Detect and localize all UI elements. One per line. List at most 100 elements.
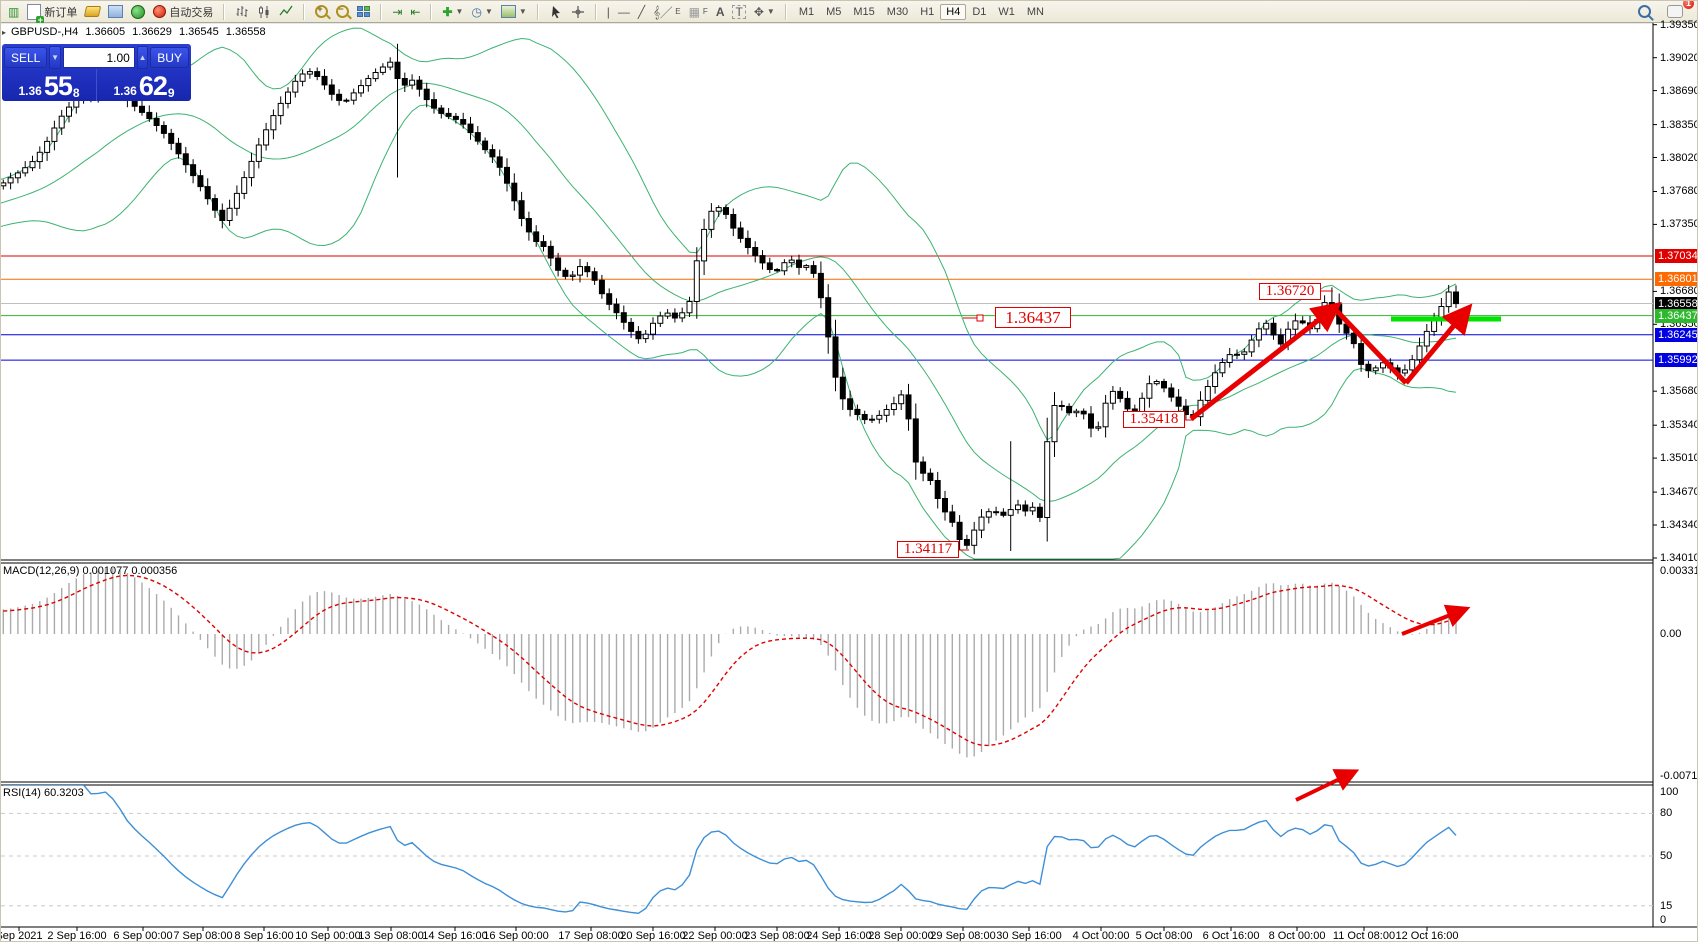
- price-annotation[interactable]: 1.36720: [1259, 283, 1321, 300]
- notification-badge: 1: [1683, 1, 1694, 9]
- fibonacci-button[interactable]: 𝄞╱ E: [653, 4, 681, 19]
- price-tick-label: 1.35340: [1660, 419, 1698, 432]
- time-axis-label: 5 Oct 08:00: [1135, 930, 1193, 942]
- time-axis-label: 7 Sep 08:00: [173, 930, 233, 942]
- timeframe-H1[interactable]: H1: [920, 5, 935, 18]
- price-badge: 1.36558: [1655, 296, 1697, 311]
- quotes-button[interactable]: [81, 5, 104, 18]
- chart-shift-button[interactable]: ⇤: [406, 5, 424, 19]
- timeframe-H4[interactable]: H4: [940, 3, 967, 20]
- auto-scroll-button[interactable]: ⇥: [388, 5, 406, 19]
- timeframe-MN[interactable]: MN: [1026, 5, 1044, 18]
- price-tick-label: 1.38350: [1660, 118, 1698, 131]
- time-axis-label: 29 Sep 08:00: [930, 930, 996, 942]
- buy-button[interactable]: BUY: [150, 47, 189, 68]
- time-axis-label: Sep 2021: [0, 930, 43, 942]
- price-tick-label: 1.37350: [1660, 218, 1698, 231]
- price-tick-label: 1.34670: [1660, 486, 1698, 499]
- market-watch-button[interactable]: [104, 4, 127, 19]
- chat-icon: [1667, 5, 1683, 18]
- price-badge: 1.36801: [1655, 272, 1697, 287]
- time-axis-label: 30 Sep 16:00: [996, 930, 1062, 942]
- text-label-button[interactable]: T: [728, 4, 749, 20]
- collapse-arrow-icon[interactable]: ▸: [2, 28, 7, 37]
- chart-canvas: [1, 23, 1697, 931]
- toolbar-separator: [594, 3, 597, 20]
- price-tick-label: 1.39350: [1660, 18, 1698, 31]
- toolbar-separator: [303, 3, 306, 20]
- rsi-axis-top: 100: [1660, 786, 1679, 798]
- sell-price[interactable]: 1.36 55 8: [2, 69, 97, 101]
- timeframe-M30[interactable]: M30: [886, 5, 909, 18]
- macd-label: MACD(12,26,9) 0.001077 0.000356: [3, 565, 178, 577]
- rsi-level-label: 15: [1660, 899, 1673, 912]
- timeframe-M15[interactable]: M15: [853, 5, 875, 18]
- buy-price-point: 9: [167, 86, 175, 100]
- timeframe-M5[interactable]: M5: [826, 5, 842, 18]
- time-axis-label: 10 Sep 00:00: [295, 930, 361, 942]
- clock-icon: ◷: [471, 4, 482, 19]
- price-tick-label: 1.35680: [1660, 385, 1698, 398]
- tile-windows-button[interactable]: [353, 5, 374, 18]
- rsi-axis-bottom: 0: [1660, 914, 1667, 926]
- price-annotation[interactable]: 1.35418: [1123, 411, 1185, 428]
- time-axis-label: 13 Sep 08:00: [358, 930, 424, 942]
- add-indicator-button[interactable]: ✚ ▼: [438, 5, 467, 19]
- bar-chart-button[interactable]: [231, 4, 253, 20]
- chart-window-icon[interactable]: ▥: [4, 5, 23, 19]
- volume-input[interactable]: [62, 47, 135, 68]
- line-chart-button[interactable]: [275, 4, 297, 20]
- sell-price-pips: 55: [43, 71, 73, 101]
- rsi-level-label: 80: [1660, 807, 1673, 820]
- vertical-line-button[interactable]: |: [606, 4, 610, 19]
- time-axis-label: 6 Sep 00:00: [113, 930, 173, 942]
- zoom-in-button[interactable]: +: [311, 4, 332, 19]
- search-button[interactable]: [1634, 4, 1655, 19]
- arrows-button[interactable]: ✥ ▼: [753, 4, 775, 19]
- grid-button[interactable]: ▦ F: [688, 4, 708, 19]
- timeframe-D1[interactable]: D1: [972, 5, 987, 18]
- trendline-button[interactable]: ╱: [637, 4, 646, 19]
- period-button[interactable]: ◷ ▼: [467, 5, 496, 19]
- rsi-label: RSI(14) 60.3203: [3, 787, 84, 799]
- autotrading-button[interactable]: 自动交易: [149, 3, 217, 21]
- crosshair-button[interactable]: [567, 4, 589, 20]
- price-badge: 1.35992: [1655, 353, 1697, 368]
- price-annotation[interactable]: 1.34117: [897, 541, 959, 558]
- data-center-button[interactable]: [127, 4, 149, 20]
- cursor-button[interactable]: [545, 4, 567, 20]
- time-axis-label: 22 Sep 00:00: [682, 930, 748, 942]
- macd-axis-bottom: -0.007112: [1660, 770, 1697, 782]
- symbol-name: GBPUSD-,H4: [11, 26, 79, 38]
- toolbar-separator: [223, 3, 226, 20]
- new-order-button[interactable]: 新订单: [23, 3, 81, 24]
- bar-low: 1.36545: [178, 26, 219, 38]
- template-button[interactable]: ▼: [497, 4, 531, 19]
- text-button[interactable]: A: [715, 4, 725, 19]
- buy-price[interactable]: 1.36 62 9: [97, 69, 191, 101]
- sell-price-point: 8: [72, 86, 80, 100]
- new-order-label: 新订单: [44, 6, 78, 19]
- candlestick-button[interactable]: [253, 4, 275, 20]
- horizontal-line-button[interactable]: —: [617, 4, 630, 19]
- zoom-out-button[interactable]: −: [332, 4, 353, 19]
- time-axis-label: 28 Sep 00:00: [868, 930, 934, 942]
- crosshair-icon: [571, 5, 584, 18]
- time-axis-label: 4 Oct 00:00: [1072, 930, 1130, 942]
- notifications-button[interactable]: 1: [1663, 1, 1694, 19]
- toolbar-separator: [380, 3, 383, 20]
- dropdown-arrow-icon: ▼: [518, 6, 527, 16]
- timeframe-W1[interactable]: W1: [998, 5, 1015, 18]
- autotrading-label: 自动交易: [169, 6, 214, 19]
- price-annotation[interactable]: 1.36437: [995, 307, 1071, 328]
- time-axis-label: 2 Sep 16:00: [47, 930, 107, 942]
- template-icon: [500, 5, 516, 18]
- chart-area[interactable]: ▸ GBPUSD-,H4 1.36605 1.36629 1.36545 1.3…: [0, 19, 1698, 942]
- rsi-level-label: 50: [1660, 850, 1673, 862]
- one-click-trading-panel: SELL ▼ ▲ BUY 1.36 55 8 1.36 62 9: [2, 44, 191, 101]
- sell-button[interactable]: SELL: [4, 47, 48, 68]
- timeframe-M1[interactable]: M1: [798, 5, 815, 18]
- volume-increase-button[interactable]: ▲: [136, 46, 149, 69]
- volume-dropdown-button[interactable]: ▼: [49, 46, 61, 69]
- dropdown-arrow-icon: ▼: [484, 6, 493, 16]
